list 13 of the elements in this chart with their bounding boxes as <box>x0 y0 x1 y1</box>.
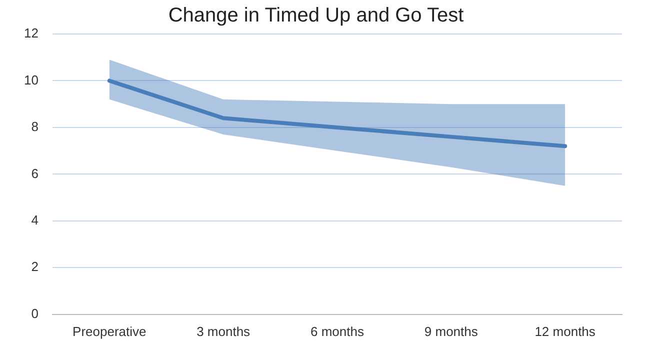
y-tick-label: 10 <box>24 72 38 88</box>
x-tick-label: 3 months <box>196 324 251 339</box>
y-tick-label: 4 <box>31 212 38 228</box>
x-tick-label: 9 months <box>424 324 478 339</box>
x-tick-label: 12 months <box>534 324 596 339</box>
y-tick-label: 8 <box>31 119 38 134</box>
chart-title: Change in Timed Up and Go Test <box>168 4 464 27</box>
x-tick-label: 6 months <box>310 324 364 339</box>
y-tick-label: 2 <box>31 259 38 274</box>
y-tick-label: 12 <box>24 26 38 41</box>
y-tick-label: 6 <box>31 166 38 181</box>
x-tick-label: Preoperative <box>72 324 146 339</box>
y-tick-label: 0 <box>31 306 38 321</box>
